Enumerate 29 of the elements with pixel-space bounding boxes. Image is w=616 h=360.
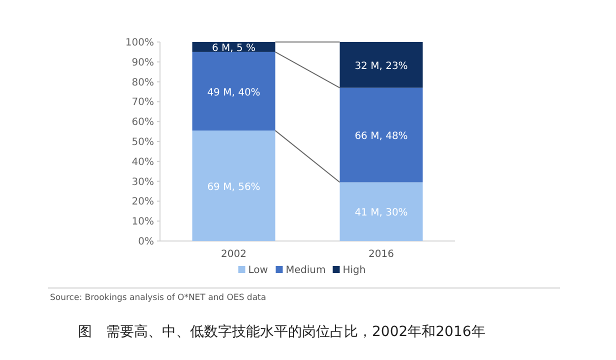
y-tick-label: 90%	[132, 57, 154, 68]
bar	[192, 130, 276, 241]
y-tick-label: 10%	[132, 216, 154, 228]
bar	[340, 42, 423, 88]
bar	[340, 182, 423, 241]
y-tick-label: 40%	[132, 156, 154, 168]
data-label: 41 M, 30%	[354, 208, 408, 219]
legend-label: High	[342, 265, 366, 276]
data-label: 6 M, 5 %	[212, 42, 256, 54]
y-tick-label: 70%	[132, 97, 154, 108]
y-tick-label: 50%	[132, 137, 154, 148]
y-tick-label: 60%	[132, 117, 154, 128]
y-tick-label: 30%	[132, 176, 154, 188]
source-note: Source: Brookings analysis of O*NET and OES data	[50, 293, 266, 303]
bar	[340, 88, 423, 182]
data-label: 69 M, 56%	[207, 182, 260, 193]
x-tick-label: 2002	[221, 249, 246, 260]
data-label: 32 M, 23%	[354, 60, 408, 72]
x-tick-label: 2016	[368, 249, 394, 260]
y-tick-label: 20%	[132, 196, 154, 208]
legend-label: Medium	[286, 265, 326, 276]
y-tick-label: 100%	[125, 38, 154, 48]
y-tick-label: 80%	[132, 77, 154, 88]
data-label: 49 M, 40%	[207, 87, 260, 98]
y-tick-label: 0%	[138, 236, 154, 248]
legend-label: Low	[248, 265, 268, 276]
bar	[192, 52, 276, 131]
text: 图 需要高、中、低数字技能水平的岗位占比，2002年和2016年	[78, 324, 486, 340]
data-label: 66 M, 48%	[354, 131, 408, 142]
